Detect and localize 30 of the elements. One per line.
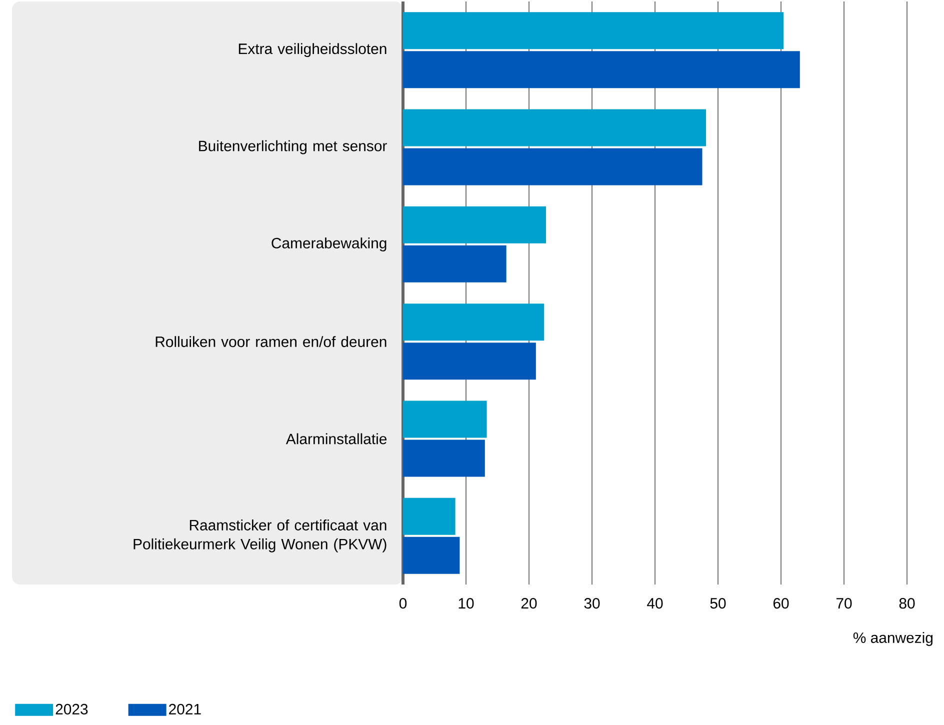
x-tick-label: 70 [836,598,852,608]
y-tick-label: Camerabewaking [272,237,386,252]
x-tick-label: 60 [773,598,789,608]
y-tick-label: Buitenverlichting met sensor [199,140,387,154]
x-tick-label: 20 [521,598,537,608]
x-tick-label: 0 [399,598,407,608]
y-tick-label: Alarminstallatie [286,433,387,444]
bar [403,12,784,49]
bar [403,400,487,438]
bar [403,342,536,380]
legend-label: 2021 [169,704,201,714]
x-tick-label: 80 [899,598,915,608]
bar [403,50,800,88]
x-tick-label: 30 [584,598,600,608]
x-tick-label: 40 [647,598,663,608]
y-tick-label: Rolluiken voor ramen en/of deuren [156,336,386,347]
y-tick-label: Extra veiligheidssloten [238,42,386,57]
bar [403,440,485,477]
bar [403,245,506,282]
bar [403,303,544,340]
bar [403,536,460,574]
bar [403,498,456,535]
x-tick-label: 10 [458,598,474,608]
y-tick-label: Raamsticker of certificaat van Politiekeurmerk Veilig Wonen (PKVW) [134,519,386,552]
x-tick-label: 50 [710,598,726,608]
bar [403,109,706,146]
bar [403,206,546,244]
x-axis-title: % aanwezig [853,632,932,646]
bar [403,148,702,186]
legend-label: 2023 [56,704,88,714]
